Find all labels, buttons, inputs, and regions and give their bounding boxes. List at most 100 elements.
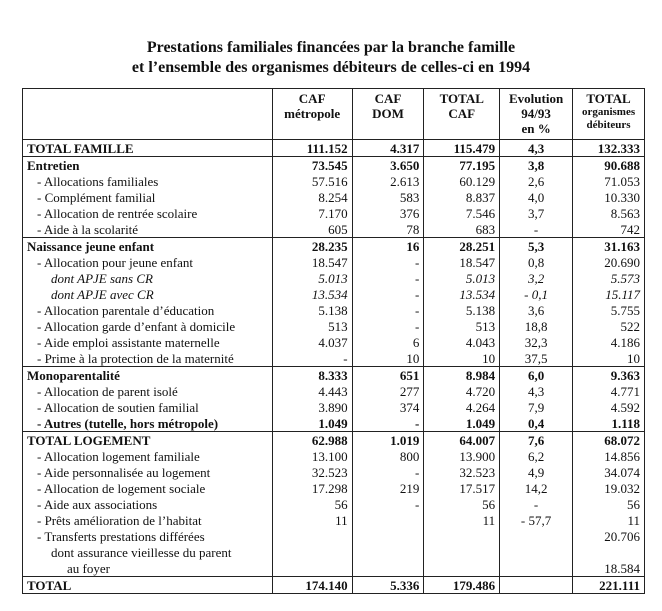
table-row: - Allocation pour jeune enfant 18.547-18.… — [22, 254, 645, 270]
header-text: Evolution — [509, 91, 564, 106]
cell: 742 — [572, 221, 645, 238]
cell — [423, 560, 501, 577]
cell: 11 — [423, 512, 501, 528]
cell: 5.013 — [271, 270, 353, 286]
row-label: TOTAL FAMILLE — [22, 139, 273, 157]
cell: 28.251 — [423, 237, 501, 254]
row-label: - Allocation pour jeune enfant — [22, 254, 273, 270]
row-label: - Allocation de parent isolé — [22, 383, 273, 399]
table: CAF métropole CAF DOM TOTAL CAF Evolution 94/93… — [22, 88, 645, 594]
cell: - — [351, 270, 425, 286]
cell: 4.771 — [572, 383, 645, 399]
cell: 15.117 — [572, 286, 645, 302]
row-label: - Aide aux associations — [22, 496, 273, 512]
cell: 376 — [351, 205, 425, 221]
cell: 8.984 — [423, 366, 501, 383]
cell: 28.235 — [271, 237, 353, 254]
table-row: dont APJE sans CR 5.013-5.013 3,2 5.573 — [22, 270, 645, 286]
header-cell: CAF DOM — [351, 88, 425, 140]
cell: 8.837 — [423, 189, 501, 205]
row-label: - Allocation logement familiale — [22, 448, 273, 464]
row-label: dont APJE avec CR — [22, 286, 273, 302]
cell: 18.547 — [271, 254, 353, 270]
table-row: - Transferts prestations différées 20.706 — [22, 528, 645, 544]
cell: 57.516 — [271, 173, 353, 189]
cell: 34.074 — [572, 464, 645, 480]
header-row: CAF métropole CAF DOM TOTAL CAF Evolution 94/93… — [22, 88, 645, 140]
cell: 4,3 — [499, 139, 574, 157]
cell: - — [351, 415, 425, 432]
cell — [423, 544, 501, 560]
cell: 4.037 — [271, 334, 353, 350]
cell: - — [271, 350, 353, 367]
cell: 90.688 — [572, 156, 645, 173]
cell: 4,9 — [499, 464, 574, 480]
cell: 10 — [351, 350, 425, 367]
row-label: - Prime à la protection de la maternité — [22, 350, 273, 367]
cell: 13.534 — [271, 286, 353, 302]
cell — [351, 560, 425, 577]
table-row: - Allocations familiales 57.516 2.613 60.12… — [22, 173, 645, 189]
header-text: TOTAL — [439, 91, 484, 106]
header-cell: TOTAL organismes débiteurs — [572, 88, 645, 140]
cell — [351, 544, 425, 560]
row-label: - Aide emploi assistante maternelle — [22, 334, 273, 350]
header-cell: CAF métropole — [271, 88, 353, 140]
table-row: - Aide emploi assistante maternelle 4.037… — [22, 334, 645, 350]
cell: 4,0 — [499, 189, 574, 205]
cell: 6,2 — [499, 448, 574, 464]
title-line: Prestations familiales financées par la … — [146, 39, 516, 56]
cell: - — [499, 496, 574, 512]
table-row: TOTAL LOGEMENT 62.988 1.019 64.007 7,6 68.072 — [22, 431, 645, 448]
header-cell: Evolution 94/93 en % — [499, 88, 574, 140]
table-row: - Aide à la scolarité 605 78 683-742 — [22, 221, 645, 238]
row-label: Monoparentalité — [22, 366, 273, 383]
cell: 8.563 — [572, 205, 645, 221]
header-text: organismes — [581, 106, 636, 118]
row-label: Entretien — [22, 156, 273, 173]
cell: 5.755 — [572, 302, 645, 318]
cell: 5.013 — [423, 270, 501, 286]
row-label: - Transferts prestations différées — [22, 528, 273, 544]
row-label: - Allocation de logement sociale — [22, 480, 273, 496]
table-row: dont APJE avec CR 13.534-13.534- 0,1 15.11… — [22, 286, 645, 302]
cell: - — [351, 496, 425, 512]
cell — [351, 528, 425, 544]
row-label: au foyer — [22, 560, 273, 577]
cell: 32.523 — [423, 464, 501, 480]
cell: 3,7 — [499, 205, 574, 221]
table-row: - Aide personnalisée au logement 32.523-3… — [22, 464, 645, 480]
cell: 219 — [351, 480, 425, 496]
cell: 1.118 — [572, 415, 645, 432]
cell: 20.706 — [572, 528, 645, 544]
cell: 19.032 — [572, 480, 645, 496]
cell: 8.254 — [271, 189, 353, 205]
table-row: - Autres (tutelle, hors métropole) 1.049-… — [22, 415, 645, 432]
cell: 18.547 — [423, 254, 501, 270]
title-line: et l’ensemble des organismes débiteurs d… — [131, 59, 531, 76]
cell — [572, 544, 645, 560]
cell: 7.170 — [271, 205, 353, 221]
table-row: TOTAL FAMILLE 111.152 4.317 115.479 4,3 132.3… — [22, 139, 645, 157]
row-label: - Allocation de soutien familial — [22, 399, 273, 415]
table-row: - Complément familial 8.254 583 8.837 4,0 10.… — [22, 189, 645, 205]
cell: 56 — [572, 496, 645, 512]
table-row: - Aide aux associations 56-56-56 — [22, 496, 645, 512]
row-label: - Allocations familiales — [22, 173, 273, 189]
cell: 7,6 — [499, 431, 574, 448]
cell: 10 — [572, 350, 645, 367]
row-label: - Allocation de rentrée scolaire — [22, 205, 273, 221]
cell: 4.592 — [572, 399, 645, 415]
table-row: Entretien 73.545 3.650 77.195 3,8 90.688 — [22, 156, 645, 173]
cell: 11 — [271, 512, 353, 528]
cell: 683 — [423, 221, 501, 238]
cell: 5.573 — [572, 270, 645, 286]
cell: 277 — [351, 383, 425, 399]
cell — [499, 528, 574, 544]
cell — [499, 544, 574, 560]
cell: - — [499, 221, 574, 238]
row-label: - Allocation garde d’enfant à domicile — [22, 318, 273, 334]
cell: 11 — [572, 512, 645, 528]
cell: 3,6 — [499, 302, 574, 318]
